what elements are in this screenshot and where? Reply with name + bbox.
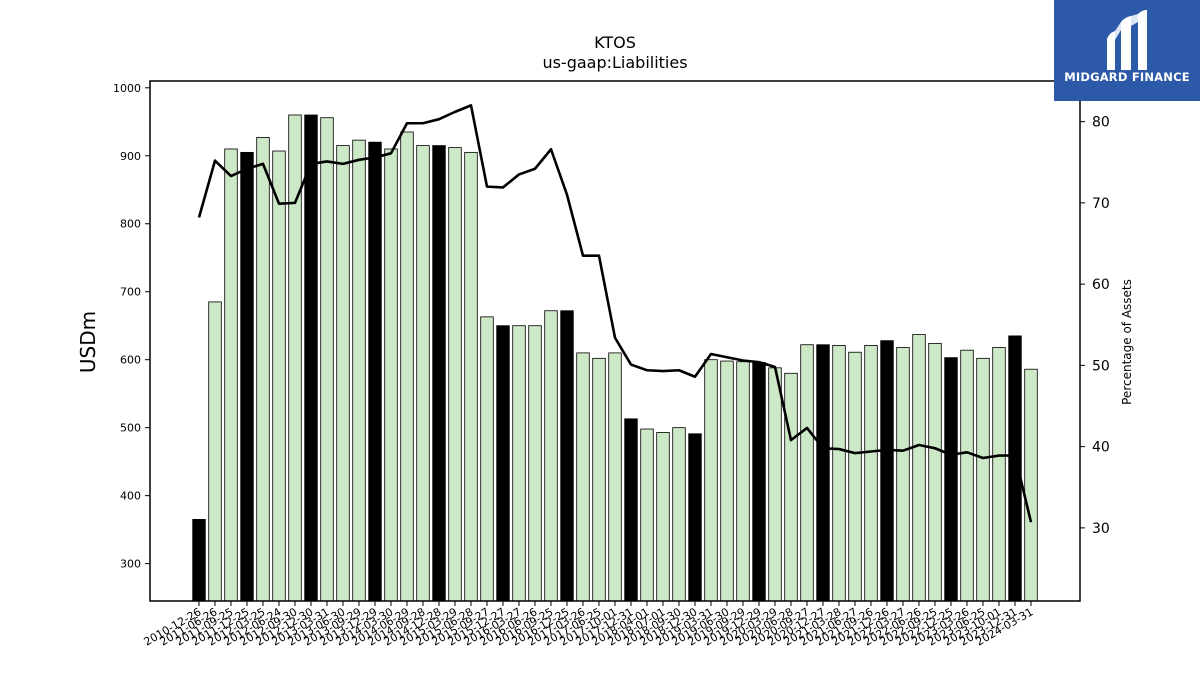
bar (672, 427, 686, 602)
bar (592, 357, 606, 602)
bar (304, 114, 318, 602)
y2-ticks-group: 30 40 50 60 70 80 (1080, 115, 1110, 537)
y2-axis-label: Percentage of Assets (1120, 279, 1134, 405)
bar (784, 372, 798, 602)
x-ticks-group: 2010-12-262011-06-262011-09-252011-12-25… (142, 601, 1036, 649)
y2-tick-label: 60 (1092, 277, 1110, 293)
bar (224, 148, 238, 602)
bar (544, 310, 558, 602)
y2-tick-label: 50 (1092, 358, 1110, 374)
bar (496, 325, 510, 602)
bar (688, 433, 702, 602)
bar (560, 310, 574, 602)
y-tick-label: 800 (120, 218, 141, 231)
bar (912, 334, 926, 602)
bar (192, 519, 206, 602)
bar (928, 342, 942, 602)
y-ticks-group: 300 400 500 600 700 800 900 1000 (113, 82, 150, 571)
bar (400, 131, 414, 602)
bar (608, 352, 622, 602)
bar (832, 345, 846, 602)
logo-mark-icon (1107, 10, 1147, 70)
y-tick-label: 400 (120, 490, 141, 503)
bar (208, 301, 222, 602)
bar (320, 117, 334, 602)
bar (240, 151, 254, 602)
logo-text: MIDGARD FINANCE (1064, 70, 1190, 84)
y-tick-label: 900 (120, 150, 141, 163)
bar (448, 147, 462, 602)
bar (352, 139, 366, 602)
bar (944, 357, 958, 602)
y2-tick-label: 80 (1092, 115, 1110, 131)
bar (960, 349, 974, 602)
y-tick-label: 700 (120, 286, 141, 299)
bar (816, 344, 830, 602)
bar (528, 325, 542, 602)
bar (480, 316, 494, 602)
y-tick-label: 500 (120, 422, 141, 435)
bar (256, 137, 270, 602)
bar (368, 141, 382, 602)
line-group (197, 104, 1033, 523)
bar (736, 361, 750, 602)
chart-title: KTOS (594, 33, 636, 52)
bar (800, 344, 814, 602)
bar (752, 362, 766, 602)
bar (336, 145, 350, 602)
bar (848, 351, 862, 602)
bar (576, 352, 590, 602)
y-tick-label: 1000 (113, 82, 141, 95)
bar (272, 150, 286, 602)
logo: MIDGARD FINANCE (1054, 0, 1200, 101)
bar (720, 360, 734, 602)
bar (976, 357, 990, 602)
bar (880, 340, 894, 602)
bar (640, 428, 654, 602)
bars-group (192, 114, 1038, 602)
bar (656, 432, 670, 602)
bar (384, 148, 398, 602)
bar (864, 345, 878, 602)
bar (896, 347, 910, 602)
bar (288, 114, 302, 602)
bar (512, 325, 526, 602)
bar (464, 151, 478, 602)
chart-subtitle: us-gaap:Liabilities (542, 53, 687, 72)
y-axis-label: USDm (76, 311, 100, 373)
y2-tick-label: 70 (1092, 196, 1110, 212)
y2-tick-label: 40 (1092, 440, 1110, 456)
bar (768, 367, 782, 602)
y-tick-label: 600 (120, 354, 141, 367)
y2-tick-label: 30 (1092, 521, 1110, 537)
bar (624, 418, 638, 602)
bar (416, 145, 430, 602)
y-tick-label: 300 (120, 558, 141, 571)
percentage-line (197, 104, 1033, 523)
bar (432, 145, 446, 602)
bar (1024, 368, 1038, 602)
bar (704, 359, 718, 602)
bar (992, 347, 1006, 602)
